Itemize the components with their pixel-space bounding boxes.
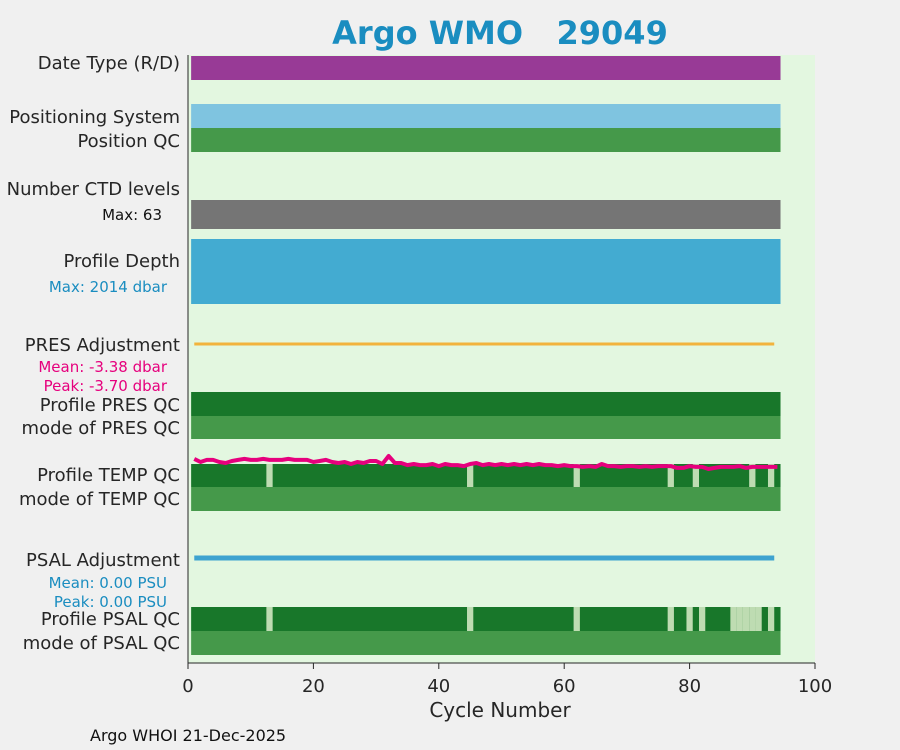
mode-temp-qc-bar: [191, 487, 781, 511]
psal-peak-annotation: Peak: 0.00 PSU: [54, 593, 167, 611]
temp-qc-gap-cycle-45: [467, 464, 474, 487]
psal-qc-gap-cycle-13: [266, 607, 273, 631]
pres-mean-annotation: Mean: -3.38 dbar: [38, 358, 168, 376]
psal-qc-gap-cycle-91: [755, 607, 762, 631]
label-mode-temp-qc: mode of TEMP QC: [19, 489, 180, 510]
label-positioning-system: Positioning System: [9, 107, 180, 128]
profile-temp-qc-bar: [191, 464, 781, 487]
mode-pres-qc-bar: [191, 416, 781, 439]
label-profile-depth: Profile Depth: [63, 251, 180, 272]
temp-qc-gap-cycle-13: [266, 464, 273, 487]
status-bars: [191, 56, 781, 655]
mode-psal-qc-bar: [191, 631, 781, 655]
adjustment-traces: [193, 342, 778, 561]
psal-qc-gap-cycle-62: [573, 607, 580, 631]
label-pres-adjustment: PRES Adjustment: [25, 335, 180, 356]
label-profile-pres-qc: Profile PRES QC: [40, 395, 180, 416]
annotations: Max: 63 Max: 2014 dbar Mean: -3.38 dbar …: [38, 206, 168, 611]
label-mode-psal-qc: mode of PSAL QC: [23, 633, 180, 654]
ctd-levels-bar: [191, 200, 781, 229]
temp-qc-gap-cycle-62: [573, 464, 580, 487]
x-tick-label-100: 100: [798, 676, 832, 697]
chart-title: Argo WMO 29049: [332, 14, 668, 52]
temp-qc-gap-cycle-93: [767, 464, 775, 487]
x-tick-label-20: 20: [302, 676, 325, 697]
psal-qc-gap-cycle-87: [730, 607, 737, 631]
x-tick-label-60: 60: [553, 676, 576, 697]
temp-adjustment-trace: [193, 454, 778, 471]
psal-qc-gap-cycle-82: [699, 607, 706, 631]
label-profile-temp-qc: Profile TEMP QC: [37, 465, 180, 486]
psal-qc-gap-cycle-88: [736, 607, 743, 631]
label-position-qc: Position QC: [77, 131, 180, 152]
row-labels: Date Type (R/D) Positioning System Posit…: [7, 53, 180, 654]
psal-qc-gap-cycle-80: [686, 607, 693, 631]
temp-qc-gap-cycle-90: [749, 464, 756, 487]
profile-pres-qc-bar: [191, 392, 781, 416]
profile-psal-qc-bar: [191, 607, 781, 631]
plot-area: [188, 55, 815, 663]
label-ctd-levels: Number CTD levels: [7, 179, 180, 200]
x-tick-label-80: 80: [678, 676, 701, 697]
footer-credit: Argo WHOI 21-Dec-2025: [90, 726, 286, 745]
psal-qc-gap-cycle-93: [767, 607, 775, 631]
psal-qc-gap-cycle-90: [749, 607, 756, 631]
x-tick-label-0: 0: [182, 676, 193, 697]
ctd-max-annotation: Max: 63: [102, 206, 162, 224]
psal-qc-gap-cycle-45: [467, 607, 474, 631]
temp-qc-gap-cycle-81: [692, 464, 700, 487]
x-axis-label: Cycle Number: [429, 698, 571, 722]
positioning-system-bar: [191, 104, 781, 128]
label-profile-psal-qc: Profile PSAL QC: [41, 609, 180, 630]
label-date-type: Date Type (R/D): [38, 53, 180, 74]
temp-qc-gap-cycle-77: [667, 464, 674, 487]
psal-qc-gap-cycle-77: [667, 607, 674, 631]
label-mode-pres-qc: mode of PRES QC: [22, 418, 180, 439]
date-type-bar: [191, 56, 781, 80]
position-qc-bar: [191, 128, 781, 152]
psal-qc-gap-cycle-89: [742, 607, 750, 631]
label-psal-adjustment: PSAL Adjustment: [26, 550, 180, 571]
pres-peak-annotation: Peak: -3.70 dbar: [44, 377, 168, 395]
depth-max-annotation: Max: 2014 dbar: [49, 278, 168, 296]
psal-mean-annotation: Mean: 0.00 PSU: [49, 574, 167, 592]
x-axis-ticks: 0 20 40 60 80 100: [182, 663, 832, 697]
profile-depth-bar: [191, 239, 781, 304]
x-tick-label-40: 40: [427, 676, 450, 697]
